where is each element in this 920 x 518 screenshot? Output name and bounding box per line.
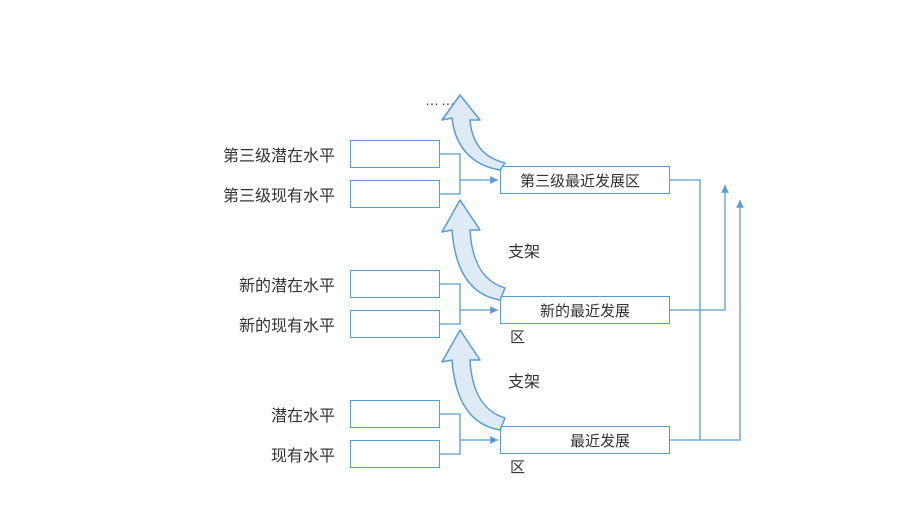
zone-l1-sub: 区 bbox=[510, 326, 525, 347]
zone-l0-label: 第三级最近发展区 bbox=[520, 170, 640, 191]
connectors bbox=[0, 0, 920, 518]
ellipsis: …… bbox=[425, 92, 457, 108]
diagram-stage: …… 第三级潜在水平 第三级现有水平 第三级最近发展区 新的潜在水平 新的现有水… bbox=[0, 0, 920, 518]
label-l2-potential: 潜在水平 bbox=[271, 402, 335, 426]
label-l1-potential: 新的潜在水平 bbox=[239, 272, 335, 296]
box-l0-potential bbox=[350, 140, 440, 168]
box-l2-current bbox=[350, 440, 440, 468]
box-l0-current bbox=[350, 180, 440, 208]
label-l0-current: 第三级现有水平 bbox=[223, 182, 335, 206]
zone-l2-sub: 区 bbox=[510, 456, 525, 477]
label-l2-current: 现有水平 bbox=[271, 442, 335, 466]
label-l0-potential: 第三级潜在水平 bbox=[223, 142, 335, 166]
zone-l2-label: 最近发展 bbox=[570, 430, 630, 451]
box-l1-current bbox=[350, 310, 440, 338]
box-l1-potential bbox=[350, 270, 440, 298]
zone-l1-label: 新的最近发展 bbox=[540, 300, 630, 321]
scaffold-l1: 支架 bbox=[508, 238, 540, 262]
scaffold-l2: 支架 bbox=[508, 368, 540, 392]
box-l2-potential bbox=[350, 400, 440, 428]
label-l1-current: 新的现有水平 bbox=[239, 312, 335, 336]
